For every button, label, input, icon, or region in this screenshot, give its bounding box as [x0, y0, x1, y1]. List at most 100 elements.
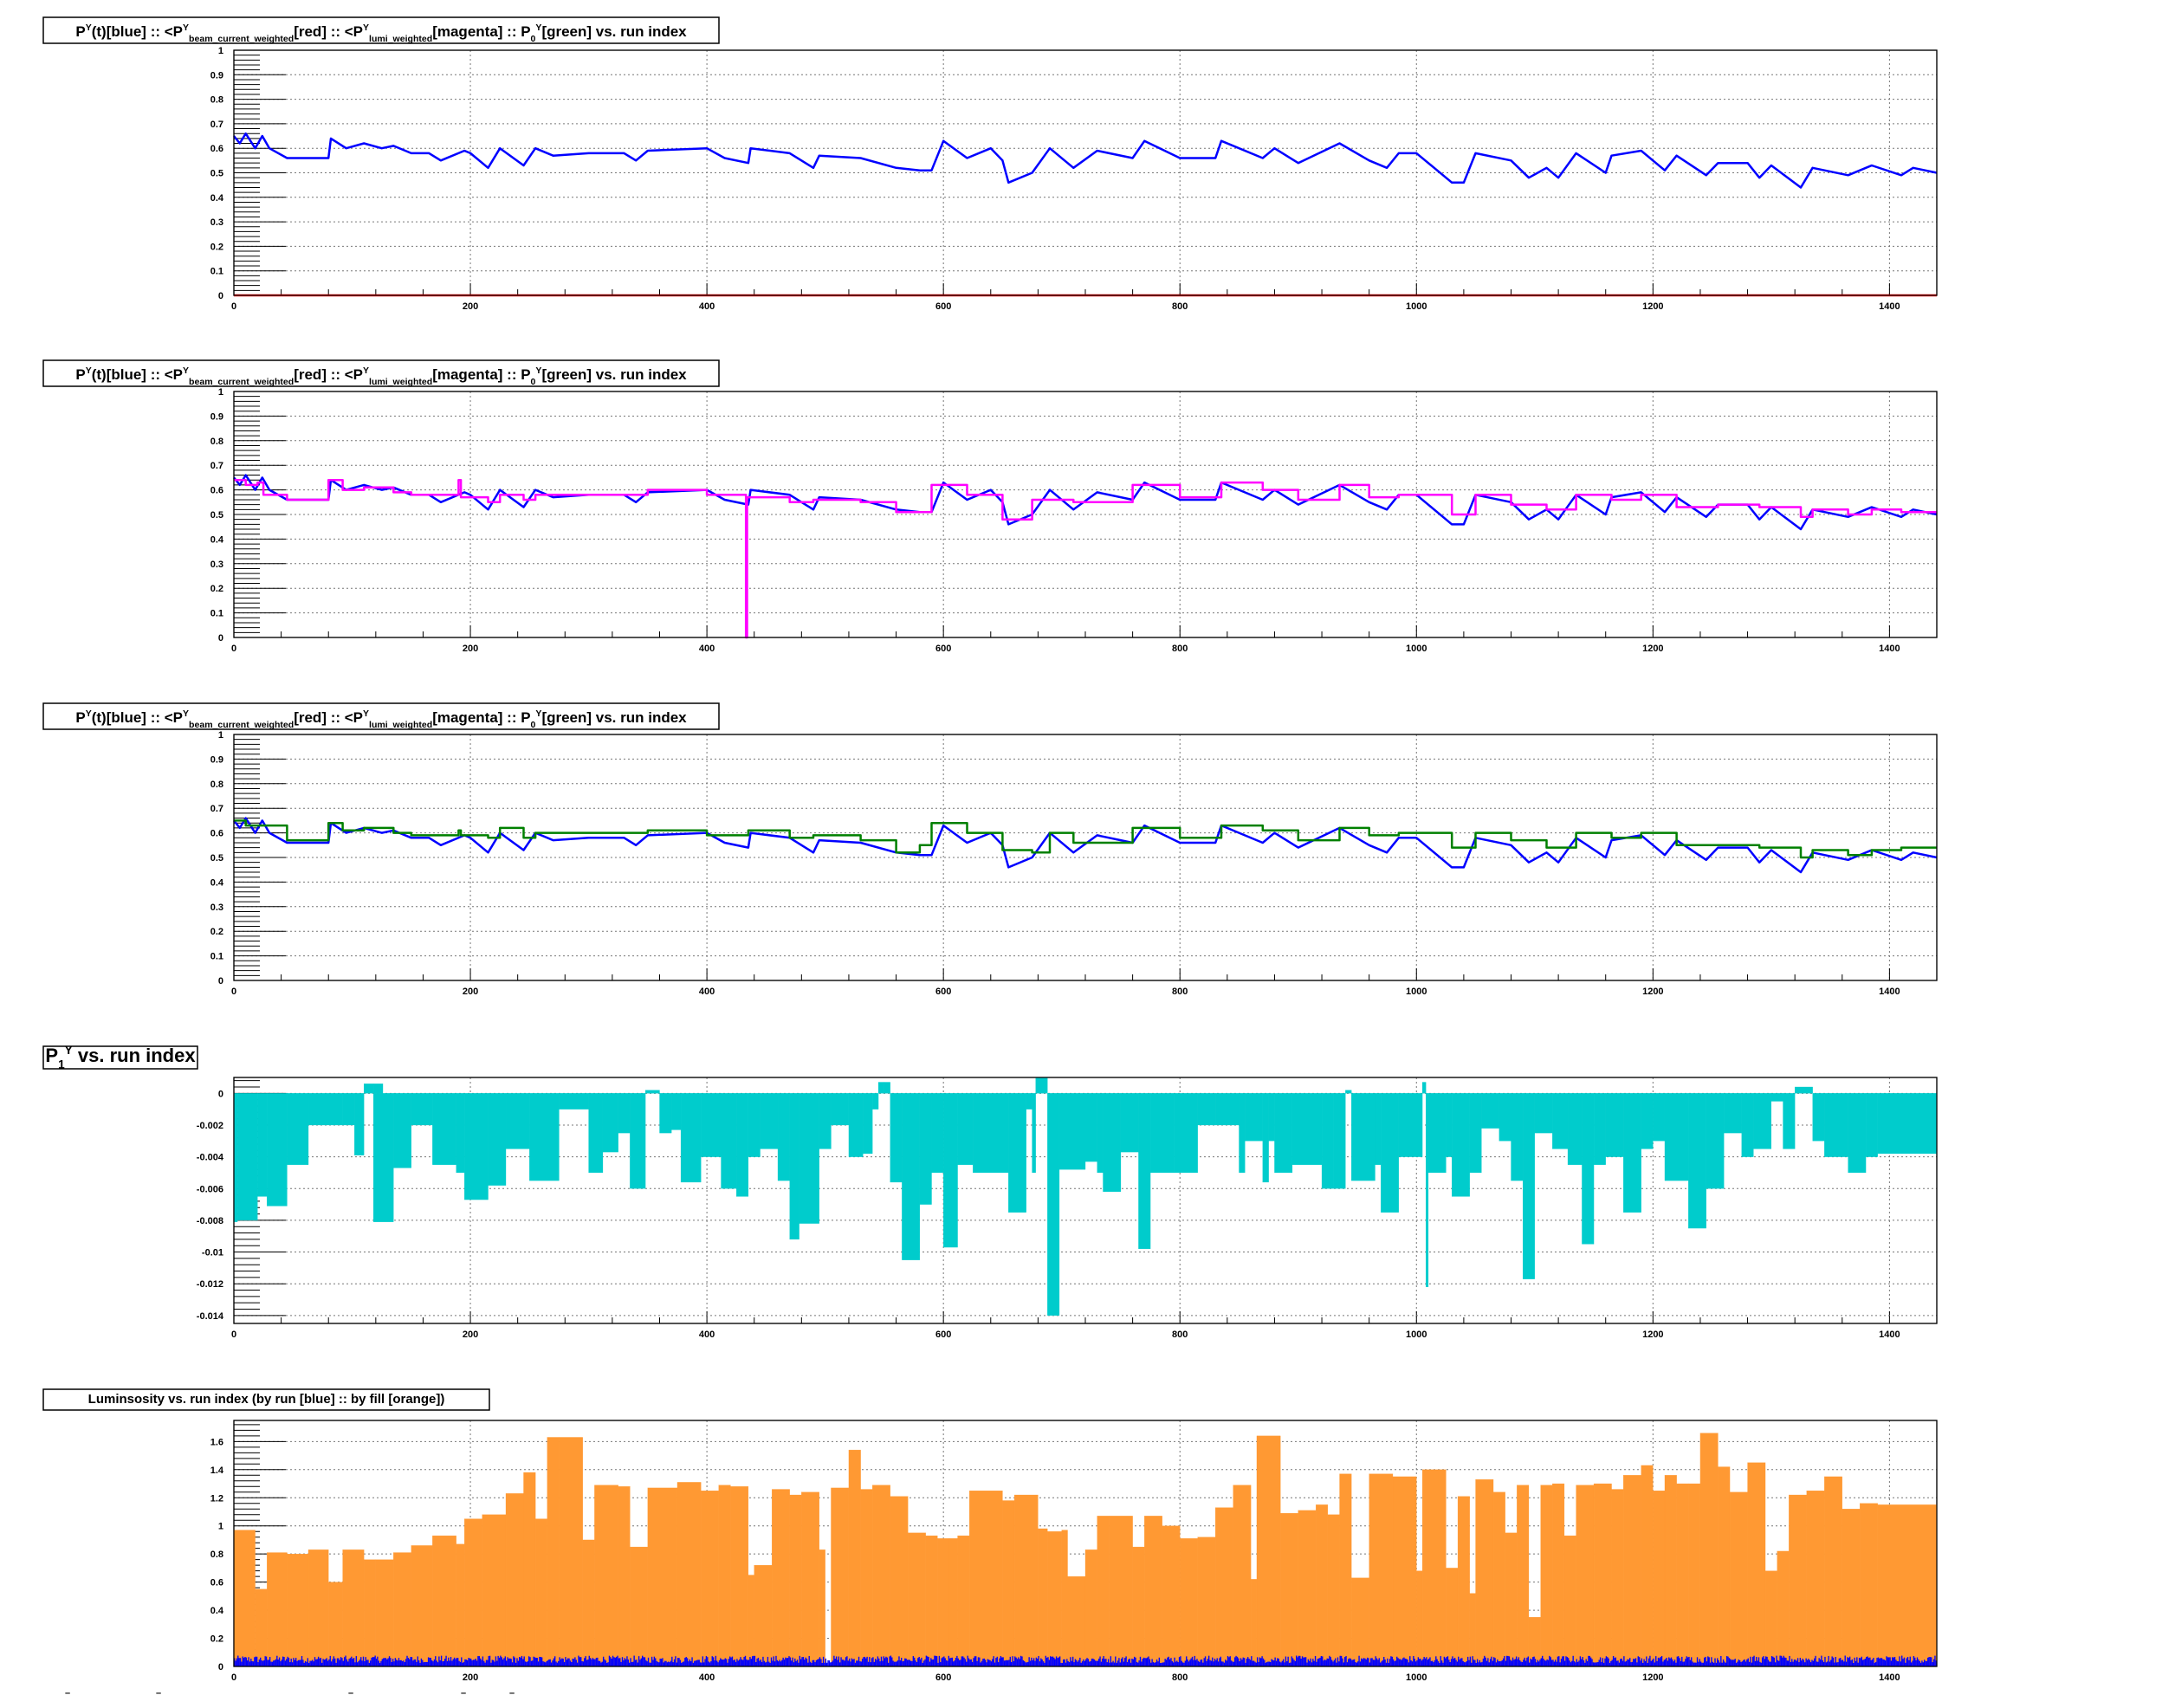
- run-bar: [287, 1656, 288, 1666]
- run-bar: [1416, 1659, 1418, 1666]
- run-bar: [403, 1660, 405, 1666]
- run-bar: [617, 1655, 618, 1666]
- run-bar: [574, 1657, 576, 1666]
- run-bar: [640, 1658, 643, 1666]
- run-bar: [1058, 1657, 1059, 1666]
- run-bar: [1407, 1659, 1408, 1666]
- run-bar: [327, 1660, 329, 1666]
- run-bar: [815, 1659, 818, 1666]
- run-bar: [1434, 1659, 1436, 1666]
- run-bar: [559, 1657, 560, 1666]
- run-bar: [1657, 1657, 1660, 1666]
- run-bar: [646, 1661, 648, 1666]
- run-bar: [1220, 1656, 1222, 1666]
- run-bar: [1858, 1658, 1861, 1666]
- run-bar: [912, 1656, 915, 1666]
- run-bar: [1929, 1657, 1932, 1666]
- y-tick-label: -0.01: [202, 1248, 223, 1258]
- run-bar: [811, 1662, 812, 1666]
- run-bar: [934, 1655, 935, 1666]
- run-bar: [1932, 1659, 1935, 1666]
- run-bar: [1309, 1660, 1311, 1666]
- run-bar: [1358, 1655, 1360, 1666]
- run-bar: [973, 1658, 974, 1666]
- bar: [1877, 1093, 1938, 1155]
- run-bar: [686, 1658, 689, 1666]
- run-bar: [786, 1658, 787, 1666]
- run-bar: [1585, 1659, 1587, 1666]
- run-bar: [1221, 1661, 1223, 1666]
- run-bar: [1479, 1659, 1481, 1666]
- run-bar: [765, 1662, 767, 1666]
- run-bar: [632, 1661, 634, 1666]
- run-bar: [1111, 1662, 1113, 1666]
- bar: [748, 1093, 761, 1157]
- run-bar: [996, 1656, 998, 1666]
- run-bar: [827, 1659, 829, 1666]
- run-bar: [1307, 1659, 1310, 1666]
- run-bar: [1022, 1659, 1025, 1666]
- run-bar: [1168, 1659, 1171, 1666]
- y-tick-label: 0.9: [210, 70, 223, 81]
- run-bar: [1442, 1662, 1444, 1666]
- run-bar: [1581, 1659, 1583, 1666]
- run-bar: [1486, 1660, 1488, 1666]
- run-bar: [889, 1656, 890, 1666]
- run-bar: [867, 1661, 870, 1666]
- run-bar: [1155, 1659, 1158, 1666]
- run-bar: [1751, 1662, 1753, 1666]
- run-bar: [1773, 1657, 1775, 1666]
- run-bar: [931, 1659, 933, 1666]
- title-segment: lumi_weighted: [369, 34, 432, 44]
- run-bar: [1078, 1659, 1080, 1666]
- run-bar: [248, 1657, 249, 1666]
- fill-bar: [1392, 1476, 1417, 1667]
- run-bar: [320, 1658, 322, 1666]
- run-bar: [1320, 1656, 1323, 1666]
- run-bar: [565, 1657, 566, 1666]
- run-bar: [354, 1662, 356, 1666]
- run-bar: [767, 1656, 769, 1666]
- bar: [488, 1093, 507, 1186]
- run-bar: [1048, 1659, 1051, 1666]
- run-bar: [673, 1659, 676, 1666]
- run-bar: [1666, 1657, 1667, 1666]
- run-bar: [1311, 1662, 1313, 1666]
- run-bar: [343, 1657, 346, 1666]
- run-bar: [1155, 1662, 1156, 1666]
- bar: [1641, 1093, 1654, 1149]
- run-bar: [824, 1662, 825, 1666]
- run-bar: [258, 1659, 261, 1666]
- bar: [1274, 1093, 1293, 1174]
- run-bar: [386, 1659, 388, 1666]
- run-bar: [373, 1657, 375, 1666]
- run-bar: [1045, 1655, 1046, 1666]
- bar: [1174, 1093, 1198, 1174]
- run-bar: [1491, 1656, 1492, 1666]
- run-bar: [1584, 1662, 1586, 1666]
- bar: [236, 1093, 258, 1221]
- run-bar: [1932, 1662, 1933, 1666]
- run-bar: [459, 1661, 462, 1666]
- run-bar: [1822, 1659, 1823, 1666]
- series-line-0: [233, 132, 1938, 189]
- run-bar: [1586, 1660, 1589, 1666]
- fill-bar: [1688, 1483, 1701, 1667]
- run-bar: [1128, 1659, 1130, 1666]
- run-bar: [623, 1659, 625, 1666]
- run-bar: [930, 1658, 932, 1666]
- run-bar: [1533, 1656, 1535, 1666]
- run-bar: [1332, 1661, 1334, 1666]
- run-bar: [716, 1660, 718, 1666]
- run-bar: [819, 1657, 821, 1666]
- x-tick-label: 600: [935, 1330, 951, 1340]
- chart-title: PY(t)[blue] :: <PYbeam_current_weighted[…: [75, 708, 687, 730]
- run-bar: [1173, 1662, 1175, 1666]
- run-bar: [696, 1659, 698, 1666]
- run-bar: [1241, 1659, 1243, 1666]
- run-bar: [1264, 1659, 1265, 1666]
- run-bar: [1759, 1661, 1761, 1666]
- title-segment: (t)[blue] :: <P: [92, 366, 183, 383]
- run-bar: [1037, 1658, 1039, 1666]
- run-bar: [1183, 1662, 1185, 1666]
